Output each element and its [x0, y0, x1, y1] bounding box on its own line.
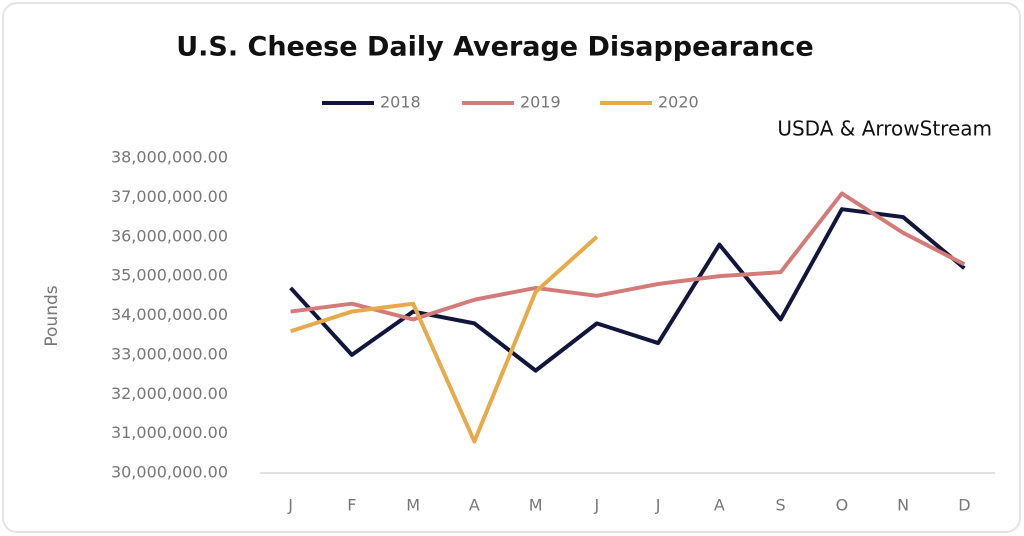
- chart-title: U.S. Cheese Daily Average Disappearance: [176, 32, 814, 63]
- x-tick-label: M: [529, 496, 543, 515]
- y-tick-label: 34,000,000.00: [111, 305, 228, 324]
- y-axis-title: Pounds: [42, 285, 62, 346]
- y-tick-label: 31,000,000.00: [111, 423, 228, 442]
- x-tick-label: M: [406, 496, 420, 515]
- x-tick-label: J: [594, 496, 600, 515]
- legend-label: 2020: [658, 93, 699, 112]
- legend-label: 2019: [520, 93, 561, 112]
- x-tick-label: S: [776, 496, 786, 515]
- x-tick-label: O: [836, 496, 849, 515]
- annotation: USDA & ArrowStream: [777, 117, 992, 141]
- x-tick-label: A: [469, 496, 480, 515]
- y-tick-label: 30,000,000.00: [111, 463, 228, 482]
- x-tick-label: N: [897, 496, 909, 515]
- y-tick-label: 36,000,000.00: [111, 226, 228, 245]
- x-tick-label: F: [347, 496, 356, 515]
- y-tick-label: 33,000,000.00: [111, 344, 228, 363]
- x-tick-label: J: [287, 496, 293, 515]
- x-tick-label: D: [958, 496, 970, 515]
- legend-label: 2018: [380, 93, 421, 112]
- series-line: [290, 235, 599, 444]
- x-tick-label: J: [655, 496, 661, 515]
- x-tick-label: A: [714, 496, 725, 515]
- y-tick-label: 35,000,000.00: [111, 266, 228, 285]
- y-tick-label: 37,000,000.00: [111, 187, 228, 206]
- y-tick-label: 32,000,000.00: [111, 384, 228, 403]
- series-line: [290, 191, 966, 322]
- y-tick-label: 38,000,000.00: [111, 148, 228, 167]
